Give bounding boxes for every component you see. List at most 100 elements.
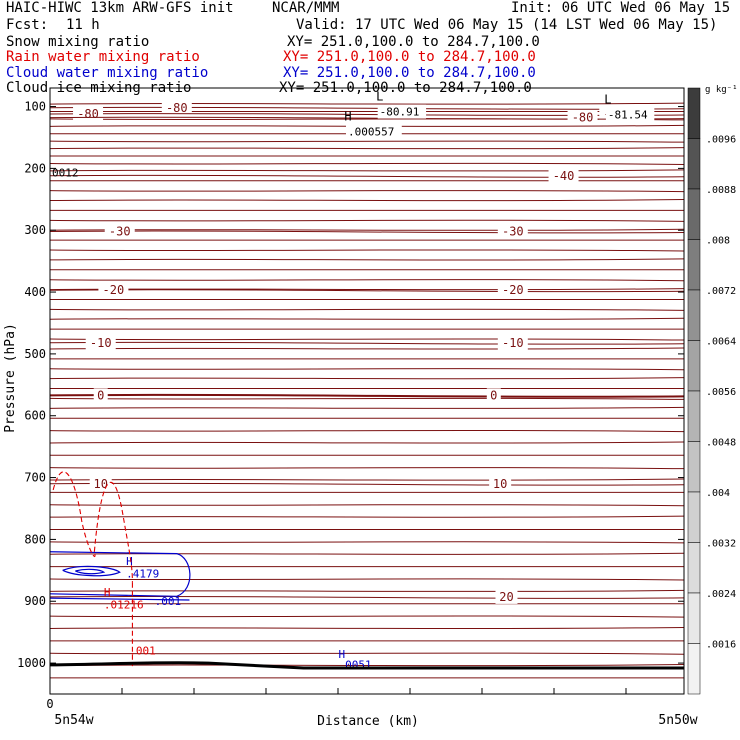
cloud-water-contour-outer bbox=[49, 551, 191, 597]
isotherm-line bbox=[49, 578, 685, 581]
feature-layer: L-80.91L-81.54H.0005570012H.4179.001H.01… bbox=[49, 90, 684, 671]
isotherm-line bbox=[49, 162, 685, 165]
rain-water-label: .001 bbox=[129, 645, 156, 658]
isotherm-label: -20 bbox=[103, 283, 125, 297]
y-tick-label: 600 bbox=[24, 409, 46, 423]
field-snow-name: Snow mixing ratio bbox=[6, 34, 150, 50]
extremum-value: -80.91 bbox=[380, 106, 420, 119]
rain-water-contour-b bbox=[93, 481, 133, 583]
colorbar-tick-label: .0072 bbox=[706, 286, 736, 297]
colorbar-tick-label: .0024 bbox=[706, 589, 736, 600]
rain-water-contour-a bbox=[52, 471, 96, 558]
isotherm-label: 20 bbox=[499, 590, 513, 604]
isotherm-line bbox=[49, 140, 685, 143]
org-label: NCAR/MMM bbox=[272, 0, 340, 16]
field-rain-xy: XY= 251.0,100.0 to 284.7,100.0 bbox=[283, 49, 536, 65]
plot-frame bbox=[49, 87, 685, 695]
y-axis-title: Pressure (hPa) bbox=[3, 323, 18, 433]
isotherm-labelled-line bbox=[49, 289, 685, 293]
cloud-water-label: .4179 bbox=[126, 567, 159, 580]
colorbar-tick-label: .008 bbox=[706, 236, 730, 247]
cloud-water-contour-core bbox=[75, 568, 106, 575]
cloud-water-contour-base bbox=[49, 597, 190, 601]
cloud-water-contour-inner bbox=[62, 565, 121, 577]
init-time: Init: 06 UTC Wed 06 May 15 bbox=[511, 0, 731, 16]
y-tick-label: 400 bbox=[24, 285, 46, 299]
isotherm-labelled-line bbox=[49, 341, 685, 345]
colorbar-tick-label: .0096 bbox=[706, 135, 736, 146]
colorbar: .0096 .0088 .008 .0072 .0064 .0056 .0048 .004 .0… bbox=[687, 85, 738, 695]
y-tick-label: 300 bbox=[24, 223, 46, 237]
isotherm-label: 0 bbox=[97, 388, 104, 402]
y-tick-label: 800 bbox=[24, 532, 46, 546]
extremum-letter: L bbox=[604, 93, 611, 107]
isotherm-label-bg bbox=[93, 388, 108, 403]
isotherm-line bbox=[49, 615, 685, 618]
isotherm-label-bg bbox=[104, 224, 135, 239]
x-end-label-left: 5n54w bbox=[54, 713, 93, 728]
isotherm-label: -40 bbox=[553, 169, 575, 183]
forecast-label: Fcst: bbox=[6, 17, 49, 33]
isotherm-label: -30 bbox=[109, 224, 131, 238]
isotherm-line bbox=[49, 169, 685, 172]
colorbar-swatch bbox=[687, 289, 701, 341]
isotherm-line bbox=[49, 664, 685, 667]
isotherm-line bbox=[49, 377, 685, 380]
colorbar-swatch bbox=[687, 542, 701, 594]
extremum-value-bg bbox=[345, 124, 402, 139]
isotherm-line bbox=[49, 406, 685, 409]
y-tick-label: 200 bbox=[24, 161, 46, 175]
field-cloud-water-name: Cloud water mixing ratio bbox=[6, 65, 209, 81]
isotherm-line bbox=[49, 147, 685, 150]
isotherm-line bbox=[49, 504, 685, 507]
colorbar-tick-label: .0056 bbox=[706, 387, 736, 398]
isotherm-labelled-line bbox=[49, 174, 685, 178]
isotherm-line bbox=[49, 219, 685, 222]
y-tick-label: 100 bbox=[24, 100, 46, 114]
colorbar-tick-label: .0016 bbox=[706, 640, 736, 651]
colorbar-tick-label: .0088 bbox=[706, 185, 736, 196]
colorbar-tick-label: .004 bbox=[706, 488, 730, 499]
colorbar-swatch bbox=[687, 390, 701, 442]
isotherm-line bbox=[49, 429, 685, 433]
isotherm-label-bg bbox=[497, 335, 528, 350]
forecast-hours: 11 h bbox=[66, 17, 100, 33]
colorbar-swatch bbox=[687, 340, 701, 392]
colorbar-swatch bbox=[687, 87, 701, 139]
isotherm-label-bg bbox=[497, 224, 528, 239]
isotherm-line bbox=[49, 589, 685, 593]
isotherm-label-bg bbox=[98, 283, 129, 298]
isotherm-line bbox=[49, 515, 685, 518]
y-tick-label: 1000 bbox=[17, 656, 46, 670]
isotherm-line bbox=[49, 552, 685, 555]
x-tick-label: 0 bbox=[46, 697, 53, 711]
isotherm-labelled-line bbox=[49, 482, 685, 486]
isotherm-label-bg bbox=[486, 388, 501, 403]
colorbar-tick-label: .0048 bbox=[706, 438, 736, 449]
colorbar-swatch bbox=[687, 239, 701, 291]
isotherm-line bbox=[49, 441, 685, 444]
isotherm-label-bg bbox=[85, 335, 116, 350]
isotherm-line bbox=[49, 288, 685, 291]
field-rain-name: Rain water mixing ratio bbox=[6, 49, 200, 65]
isotherm-line bbox=[49, 347, 685, 350]
isotherm-line bbox=[49, 626, 685, 630]
colorbar-unit: g kg⁻¹ bbox=[705, 85, 738, 95]
isotherm-line bbox=[49, 338, 685, 341]
edge-contour-label: 0012 bbox=[52, 166, 79, 179]
model-title: HAIC-HIWC 13km ARW-GFS init bbox=[6, 0, 234, 16]
extremum-letter: L bbox=[376, 90, 383, 104]
valid-time: Valid: 17 UTC Wed 06 May 15 (14 LST Wed … bbox=[296, 17, 718, 33]
extremum-value: -81.54 bbox=[608, 109, 648, 122]
isotherm-line bbox=[49, 368, 685, 371]
colorbar-swatch bbox=[687, 643, 701, 695]
cloud-water-label: H bbox=[126, 555, 133, 568]
terrain-line bbox=[49, 661, 684, 670]
isotherm-labelled-line bbox=[49, 230, 685, 234]
snow-label: H bbox=[338, 648, 345, 661]
isotherm-label: 10 bbox=[93, 477, 107, 491]
isotherm-line bbox=[49, 279, 685, 282]
rain-water-label: H bbox=[104, 586, 111, 599]
isotherm-label: -80 bbox=[166, 101, 188, 115]
colorbar-tick-label: .0032 bbox=[706, 539, 736, 550]
